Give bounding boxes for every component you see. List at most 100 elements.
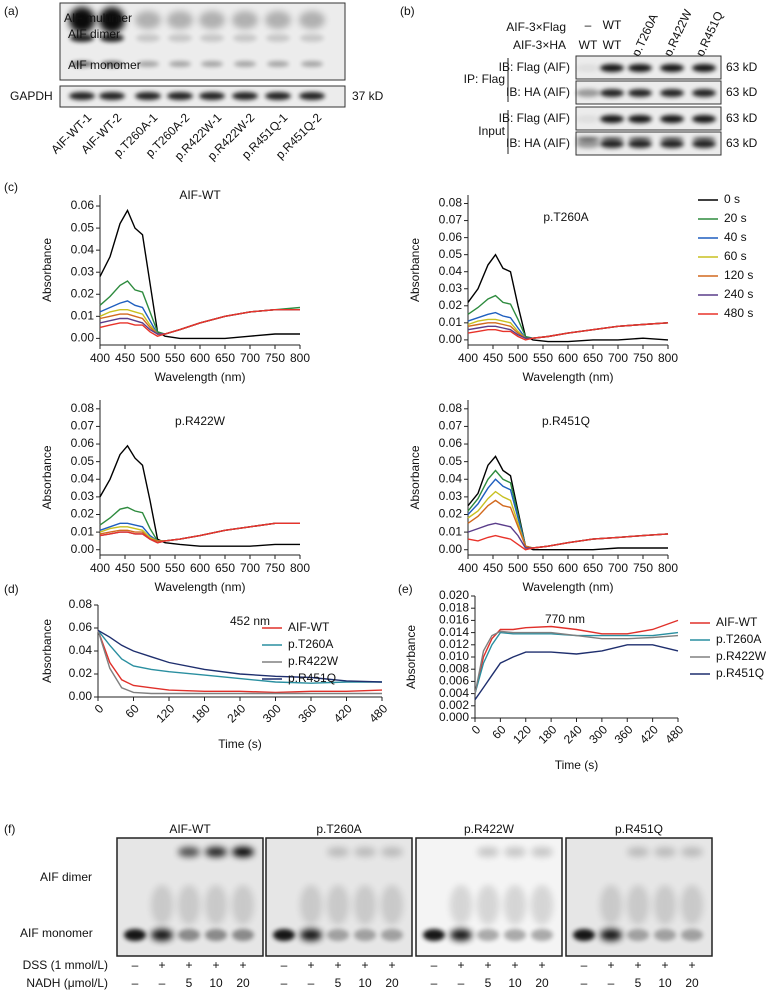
band [205, 847, 227, 857]
band [600, 885, 622, 925]
lane-label: p.T260A [629, 12, 661, 59]
legend-label: 40 s [724, 230, 747, 244]
x-tick-label: 650 [583, 561, 603, 575]
series-line [467, 533, 669, 551]
x-tick-label: 240 [561, 722, 585, 746]
x-tick-label: 400 [90, 561, 110, 575]
x-tick-label: 450 [115, 561, 135, 575]
band [627, 929, 649, 941]
band [178, 929, 200, 941]
lane-sign: 20 [685, 976, 699, 990]
band-label: AIF monomer [68, 58, 141, 72]
band [627, 847, 649, 857]
y-tick-label: 0.04 [71, 242, 95, 256]
lane-sign: + [334, 958, 341, 972]
band [327, 885, 349, 925]
y-tick-label: 0.08 [439, 401, 463, 415]
band [232, 885, 254, 925]
band [628, 64, 652, 72]
band [600, 137, 624, 141]
band [354, 847, 376, 857]
band [327, 929, 349, 941]
x-tick-label: 700 [608, 561, 628, 575]
band [692, 89, 716, 97]
x-axis-label: Wavelength (nm) [155, 580, 246, 594]
y-tick-label: 0.07 [439, 213, 463, 227]
series-line [99, 280, 301, 335]
band [100, 34, 124, 42]
lane-sign: 20 [236, 976, 250, 990]
y-tick-label: 0.07 [71, 419, 95, 433]
band [381, 885, 403, 925]
series-line [467, 318, 669, 339]
series-line [99, 522, 300, 544]
lane-label: – [585, 18, 592, 32]
legend-label: 20 s [724, 211, 747, 225]
series-line [467, 294, 669, 339]
y-tick-label: 0.07 [439, 419, 463, 433]
legend-label: 0 s [724, 192, 740, 206]
y-tick-label: 0.020 [439, 588, 469, 602]
chart-title: p.R422W [175, 414, 226, 428]
band-label: AIF multimer [64, 11, 132, 25]
y-tick-label: 0.03 [71, 264, 95, 278]
panel-label: (f) [4, 822, 15, 836]
gel-title: AIF-WT [169, 822, 211, 836]
lane-label: WT [603, 18, 622, 32]
band [199, 11, 225, 29]
lane-sign: – [431, 976, 438, 990]
lane-sign: 5 [335, 976, 342, 990]
series-line [99, 309, 300, 335]
legend-label: 120 s [724, 268, 753, 282]
x-axis-label: Wavelength (nm) [523, 580, 614, 594]
lane-sign: + [158, 958, 165, 972]
y-tick-label: 0.02 [439, 298, 463, 312]
band [692, 64, 716, 72]
x-tick-label: 60 [489, 722, 509, 742]
y-tick-label: 0.08 [439, 196, 463, 210]
band [628, 140, 652, 148]
lane-sign: – [458, 976, 465, 990]
band [660, 89, 684, 97]
y-tick-label: 0.01 [439, 315, 463, 329]
series-line [474, 630, 679, 694]
y-tick-label: 0.04 [439, 264, 463, 278]
y-tick-label: 0.01 [71, 308, 95, 322]
gel-title: p.R451Q [615, 822, 663, 836]
lane-sign: 10 [209, 976, 223, 990]
x-tick-label: 550 [165, 561, 185, 575]
legend-label: p.R451Q [288, 671, 336, 685]
band [600, 89, 624, 97]
legend-label: p.R451Q [716, 666, 764, 680]
group-label: IP: Flag [464, 72, 505, 86]
band [69, 7, 95, 33]
y-tick-label: 0.02 [71, 507, 95, 521]
size-label: 63 kD [726, 60, 758, 74]
x-tick-label: 360 [295, 701, 319, 725]
y-tick-label: 0.06 [71, 436, 95, 450]
panel-label: (e) [398, 582, 413, 596]
x-tick-label: 120 [153, 701, 177, 725]
lane-sign: – [281, 976, 288, 990]
row-label: IB: HA (AIF) [506, 85, 570, 99]
legend-label: AIF-WT [716, 615, 758, 629]
x-tick-label: 750 [265, 561, 285, 575]
y-tick-label: 0.04 [439, 471, 463, 485]
y-tick-label: 0.00 [71, 331, 95, 345]
row-label: DSS (1 mmol/L) [23, 958, 108, 972]
x-tick-label: 60 [123, 701, 143, 721]
x-tick-label: 400 [90, 351, 110, 365]
band [354, 885, 376, 925]
lane-label: WT [603, 38, 622, 52]
band [531, 885, 553, 925]
y-tick-label: 0.02 [439, 507, 463, 521]
y-tick-label: 0.03 [71, 489, 95, 503]
lane-sign: 10 [658, 976, 672, 990]
x-tick-label: 400 [458, 351, 478, 365]
y-tick-label: 0.00 [439, 542, 463, 556]
lane-sign: 5 [485, 976, 492, 990]
y-tick-label: 0.04 [71, 471, 95, 485]
band [205, 885, 227, 925]
y-tick-label: 0.012 [439, 637, 469, 651]
series-line [97, 629, 382, 684]
